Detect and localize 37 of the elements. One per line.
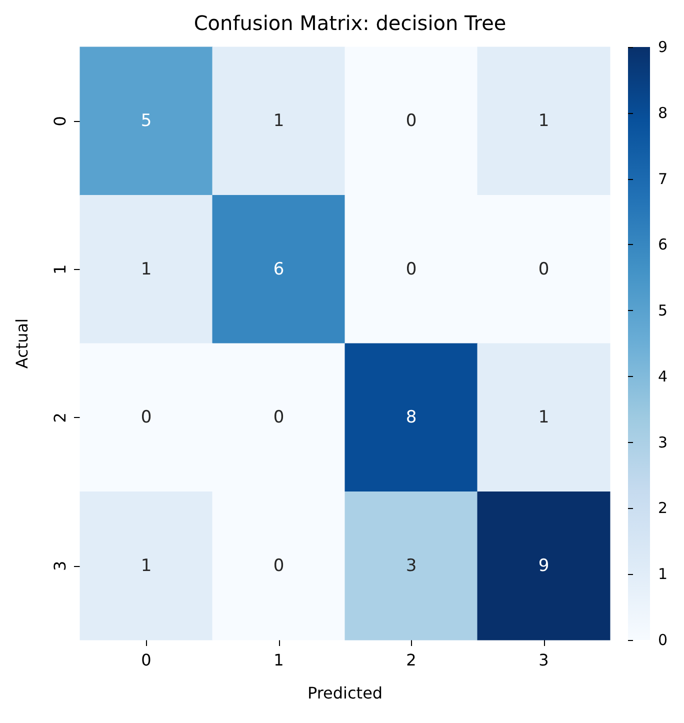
color-bar-label: 8	[658, 104, 668, 122]
chart-title: Confusion Matrix: decision Tree	[194, 11, 506, 35]
data-label: 3	[406, 556, 417, 576]
color-bar-label: 2	[658, 499, 668, 518]
x-tick-label: 2	[406, 650, 416, 670]
color-bar-label: 6	[658, 236, 668, 254]
color-bar-label: 1	[658, 565, 668, 584]
color-bar-label: 0	[658, 631, 668, 649]
color-bar-label: 4	[658, 367, 668, 386]
data-label: 1	[273, 111, 284, 132]
data-label: 0	[538, 259, 550, 280]
data-label: 1	[538, 111, 550, 132]
data-label: 5	[140, 111, 152, 132]
data-label: 8	[406, 408, 417, 428]
color-bar-label: 3	[658, 433, 668, 452]
data-label: 6	[273, 259, 284, 280]
x-tick-label: 0	[141, 650, 152, 670]
data-label: 0	[140, 408, 152, 428]
y-tick-label: 0	[50, 116, 70, 126]
data-label: 1	[140, 259, 152, 280]
color-bar-label: 9	[658, 38, 668, 56]
y-axis-title: Actual	[12, 318, 32, 369]
data-label: 1	[538, 408, 550, 428]
x-axis-title: Predicted	[307, 684, 383, 702]
y-tick-label: 3	[50, 560, 70, 571]
data-label: 0	[273, 408, 284, 428]
color-bar-label: 5	[658, 302, 668, 320]
y-tick-label: 1	[50, 264, 70, 274]
data-label: 0	[406, 111, 417, 132]
data-label: 0	[273, 556, 284, 576]
x-tick-label: 1	[274, 650, 284, 670]
data-label: 0	[406, 259, 417, 280]
x-tick-label: 3	[538, 650, 549, 670]
data-label: 9	[538, 556, 550, 576]
color-bar-label: 7	[658, 170, 668, 188]
y-tick-label: 2	[50, 412, 70, 423]
data-label: 1	[140, 556, 152, 576]
